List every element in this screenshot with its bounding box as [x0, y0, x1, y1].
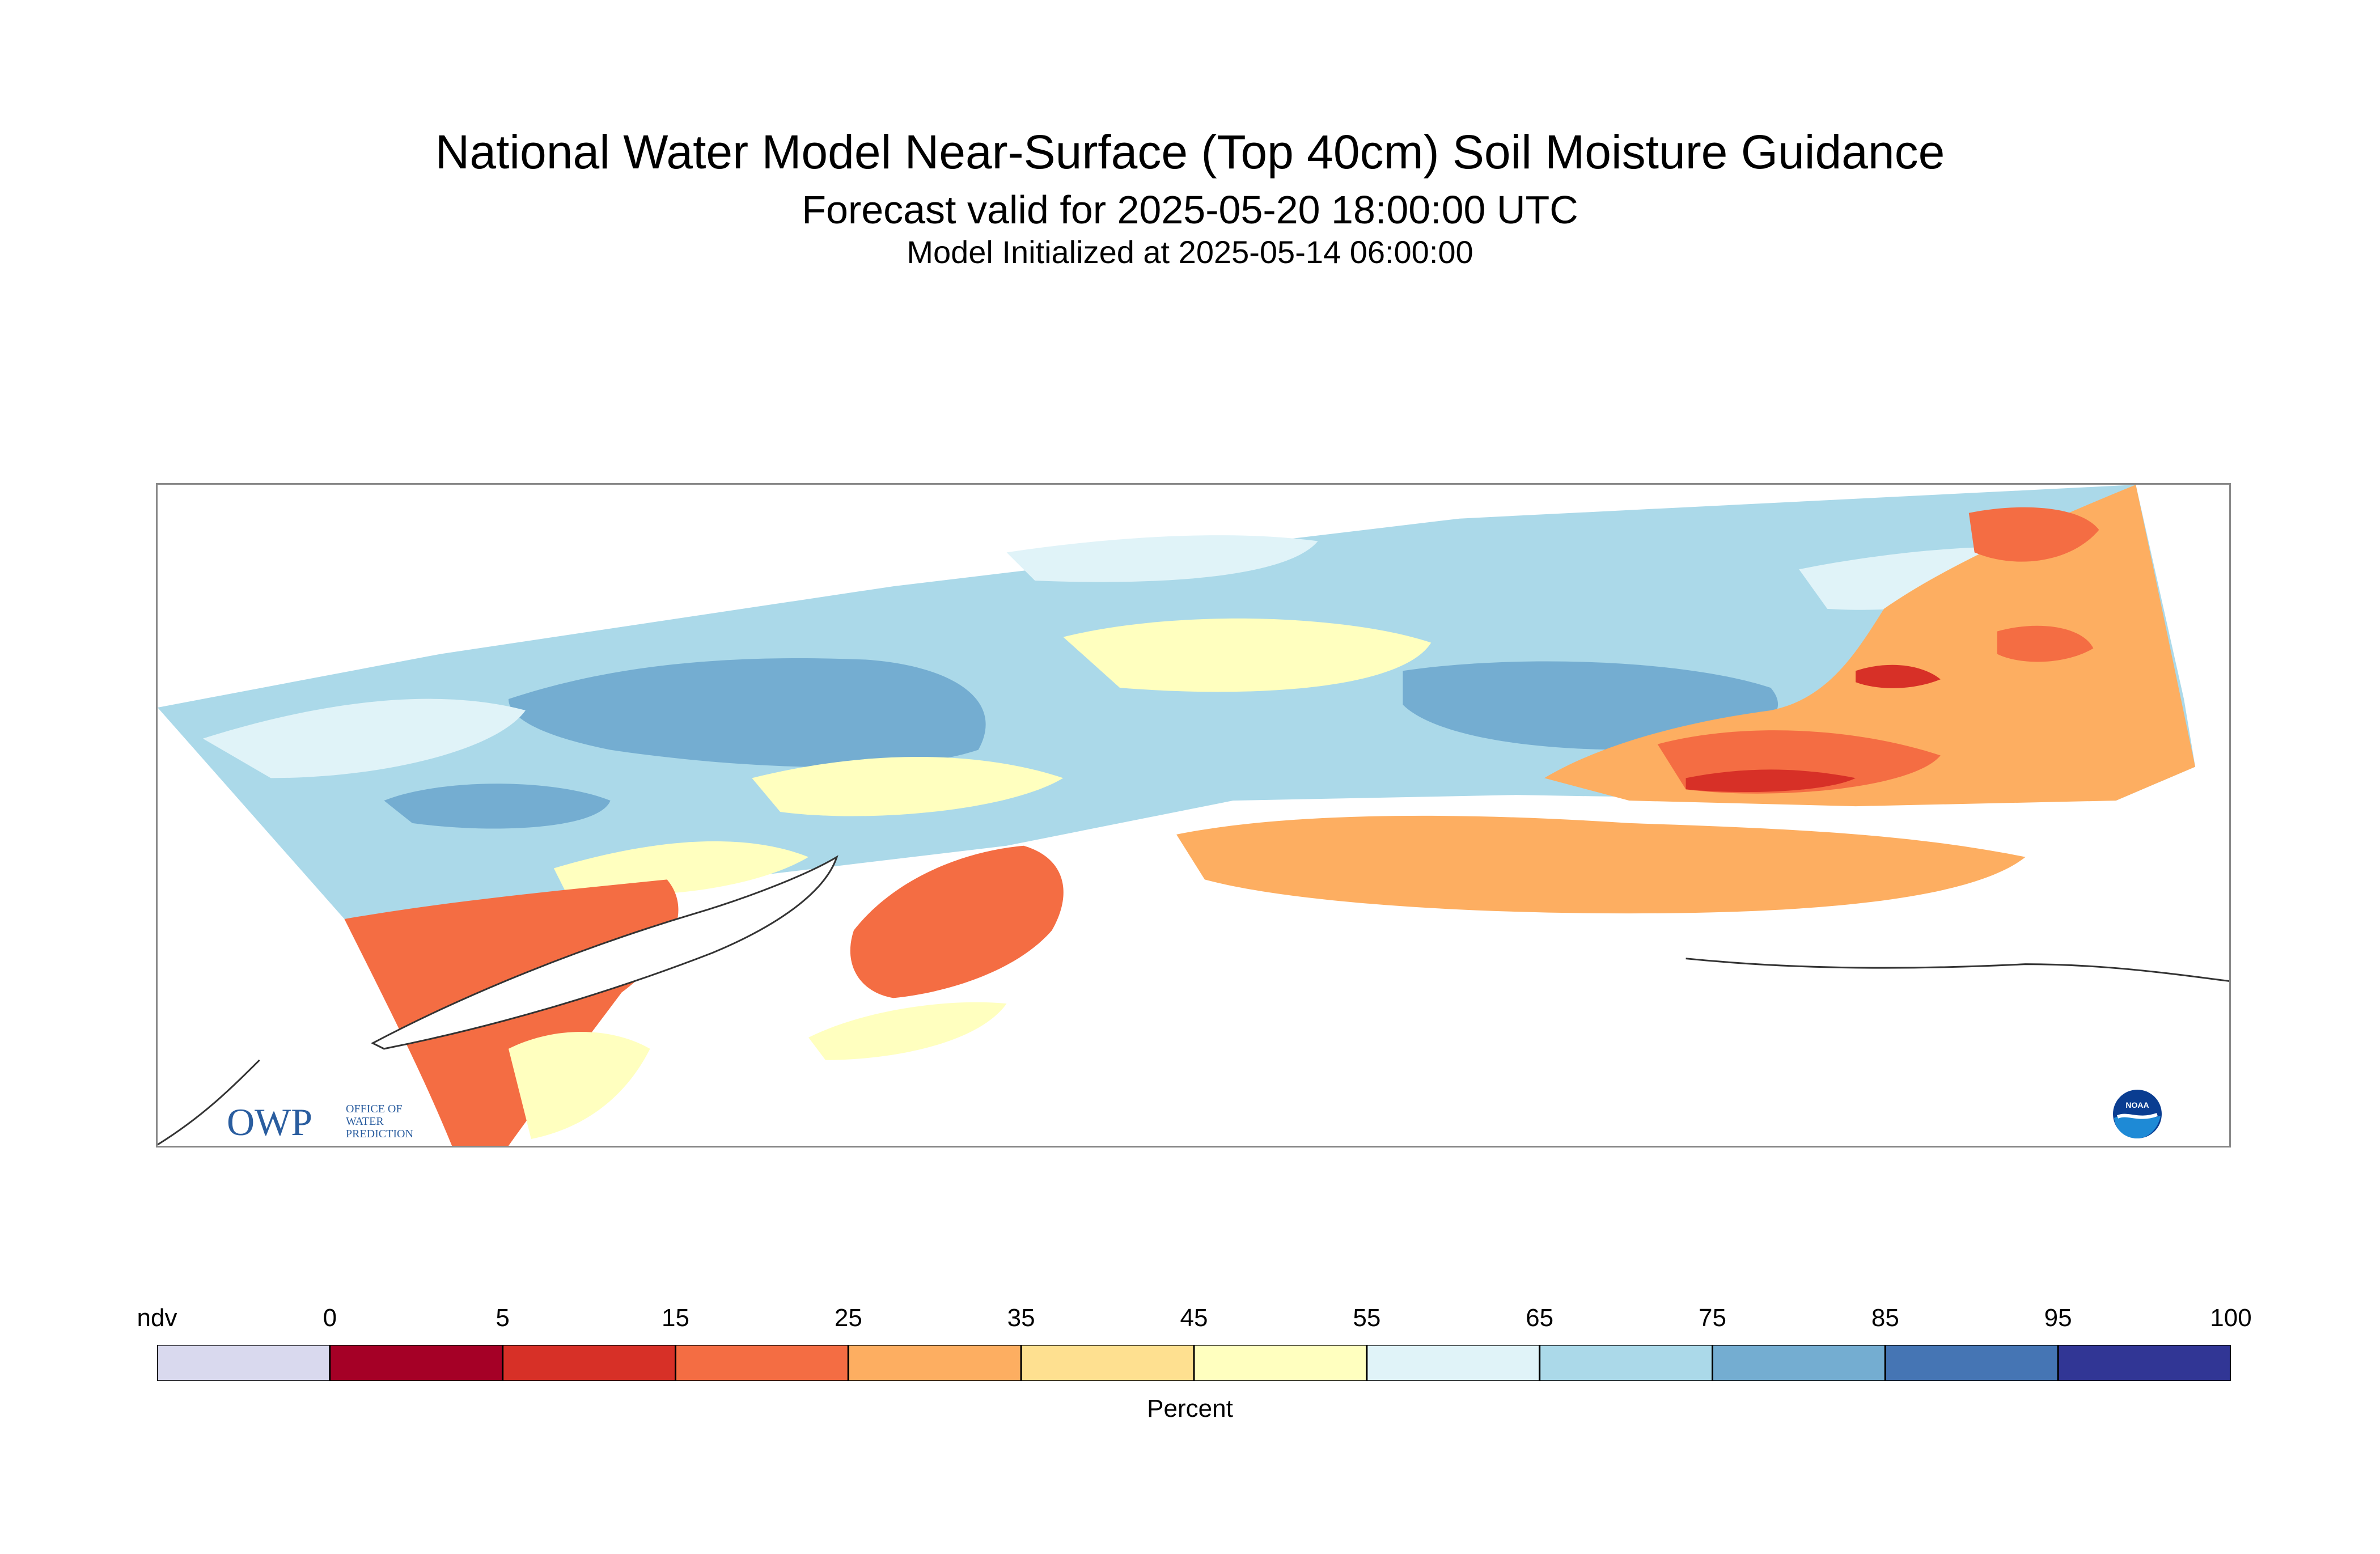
colorbar-swatch [1193, 1345, 1368, 1381]
colorbar-tick-label: 5 [496, 1304, 510, 1332]
colorbar-swatch [2057, 1345, 2231, 1381]
colorbar-swatch [1539, 1345, 1714, 1381]
owp-logo-line-1: OFFICE OF [346, 1103, 402, 1115]
colorbar-tick-label: 15 [662, 1304, 689, 1332]
colorbar-swatch [329, 1345, 504, 1381]
cook-inlet-water [371, 855, 838, 1050]
colorbar-tick-label: 75 [1699, 1304, 1726, 1332]
owp-logo: OWP OFFICE OF WATER PREDICTION [227, 1100, 413, 1144]
colorbar-units: Percent [1147, 1395, 1233, 1422]
colorbar-swatch [1366, 1345, 1541, 1381]
soil-moisture-map [156, 483, 2231, 1147]
colorbar-swatch [675, 1345, 849, 1381]
colorbar [157, 1345, 2231, 1381]
owp-logo-letters: OWP [227, 1100, 312, 1144]
noaa-logo-text: NOAA [2125, 1100, 2149, 1110]
colorbar-swatch [1884, 1345, 2059, 1381]
coastline-south [1686, 958, 2229, 982]
owp-logo-line-3: PREDICTION [346, 1128, 413, 1140]
map-title: National Water Model Near-Surface (Top 4… [435, 125, 1945, 179]
colorbar-tick-label: 0 [323, 1304, 337, 1332]
southwest-normal [508, 1032, 650, 1140]
colorbar-tick-label: 95 [2044, 1304, 2072, 1332]
colorbar-tick-label: 100 [2210, 1304, 2252, 1332]
owp-logo-line-2: WATER [346, 1115, 384, 1128]
colorbar-swatch [502, 1345, 677, 1381]
forecast-valid-subtitle: Forecast valid for 2025-05-20 18:00:00 U… [802, 188, 1578, 232]
noaa-logo: NOAA [2113, 1090, 2162, 1138]
peninsula-tip [808, 1002, 1007, 1060]
colorbar-tick-label: 45 [1180, 1304, 1208, 1332]
colorbar-tick-label: ndv [137, 1304, 177, 1332]
colorbar-swatch [157, 1345, 331, 1381]
normal-patches [553, 618, 1432, 895]
coastline-southwest [158, 1059, 260, 1146]
model-init-subtitle: Model Initialized at 2025-05-14 06:00:00 [907, 234, 1473, 270]
dry-peninsula [850, 845, 1064, 998]
colorbar-swatch [1712, 1345, 1886, 1381]
dry-coast-central [1176, 815, 2026, 914]
colorbar-swatch [1020, 1345, 1195, 1381]
moist-patches [202, 535, 2082, 778]
colorbar-tick-label: 65 [1526, 1304, 1554, 1332]
dry-region-east [1544, 485, 2196, 807]
colorbar-tick-label: 55 [1353, 1304, 1381, 1332]
colorbar-tick-label: 85 [1871, 1304, 1899, 1332]
model-domain-north [158, 485, 2196, 920]
colorbar-tick-label: 25 [834, 1304, 862, 1332]
colorbar-swatch [847, 1345, 1022, 1381]
extremely-dry-streaks [1686, 664, 1941, 793]
colorbar-tick-label: 35 [1007, 1304, 1035, 1332]
map-canvas [158, 485, 2229, 1146]
